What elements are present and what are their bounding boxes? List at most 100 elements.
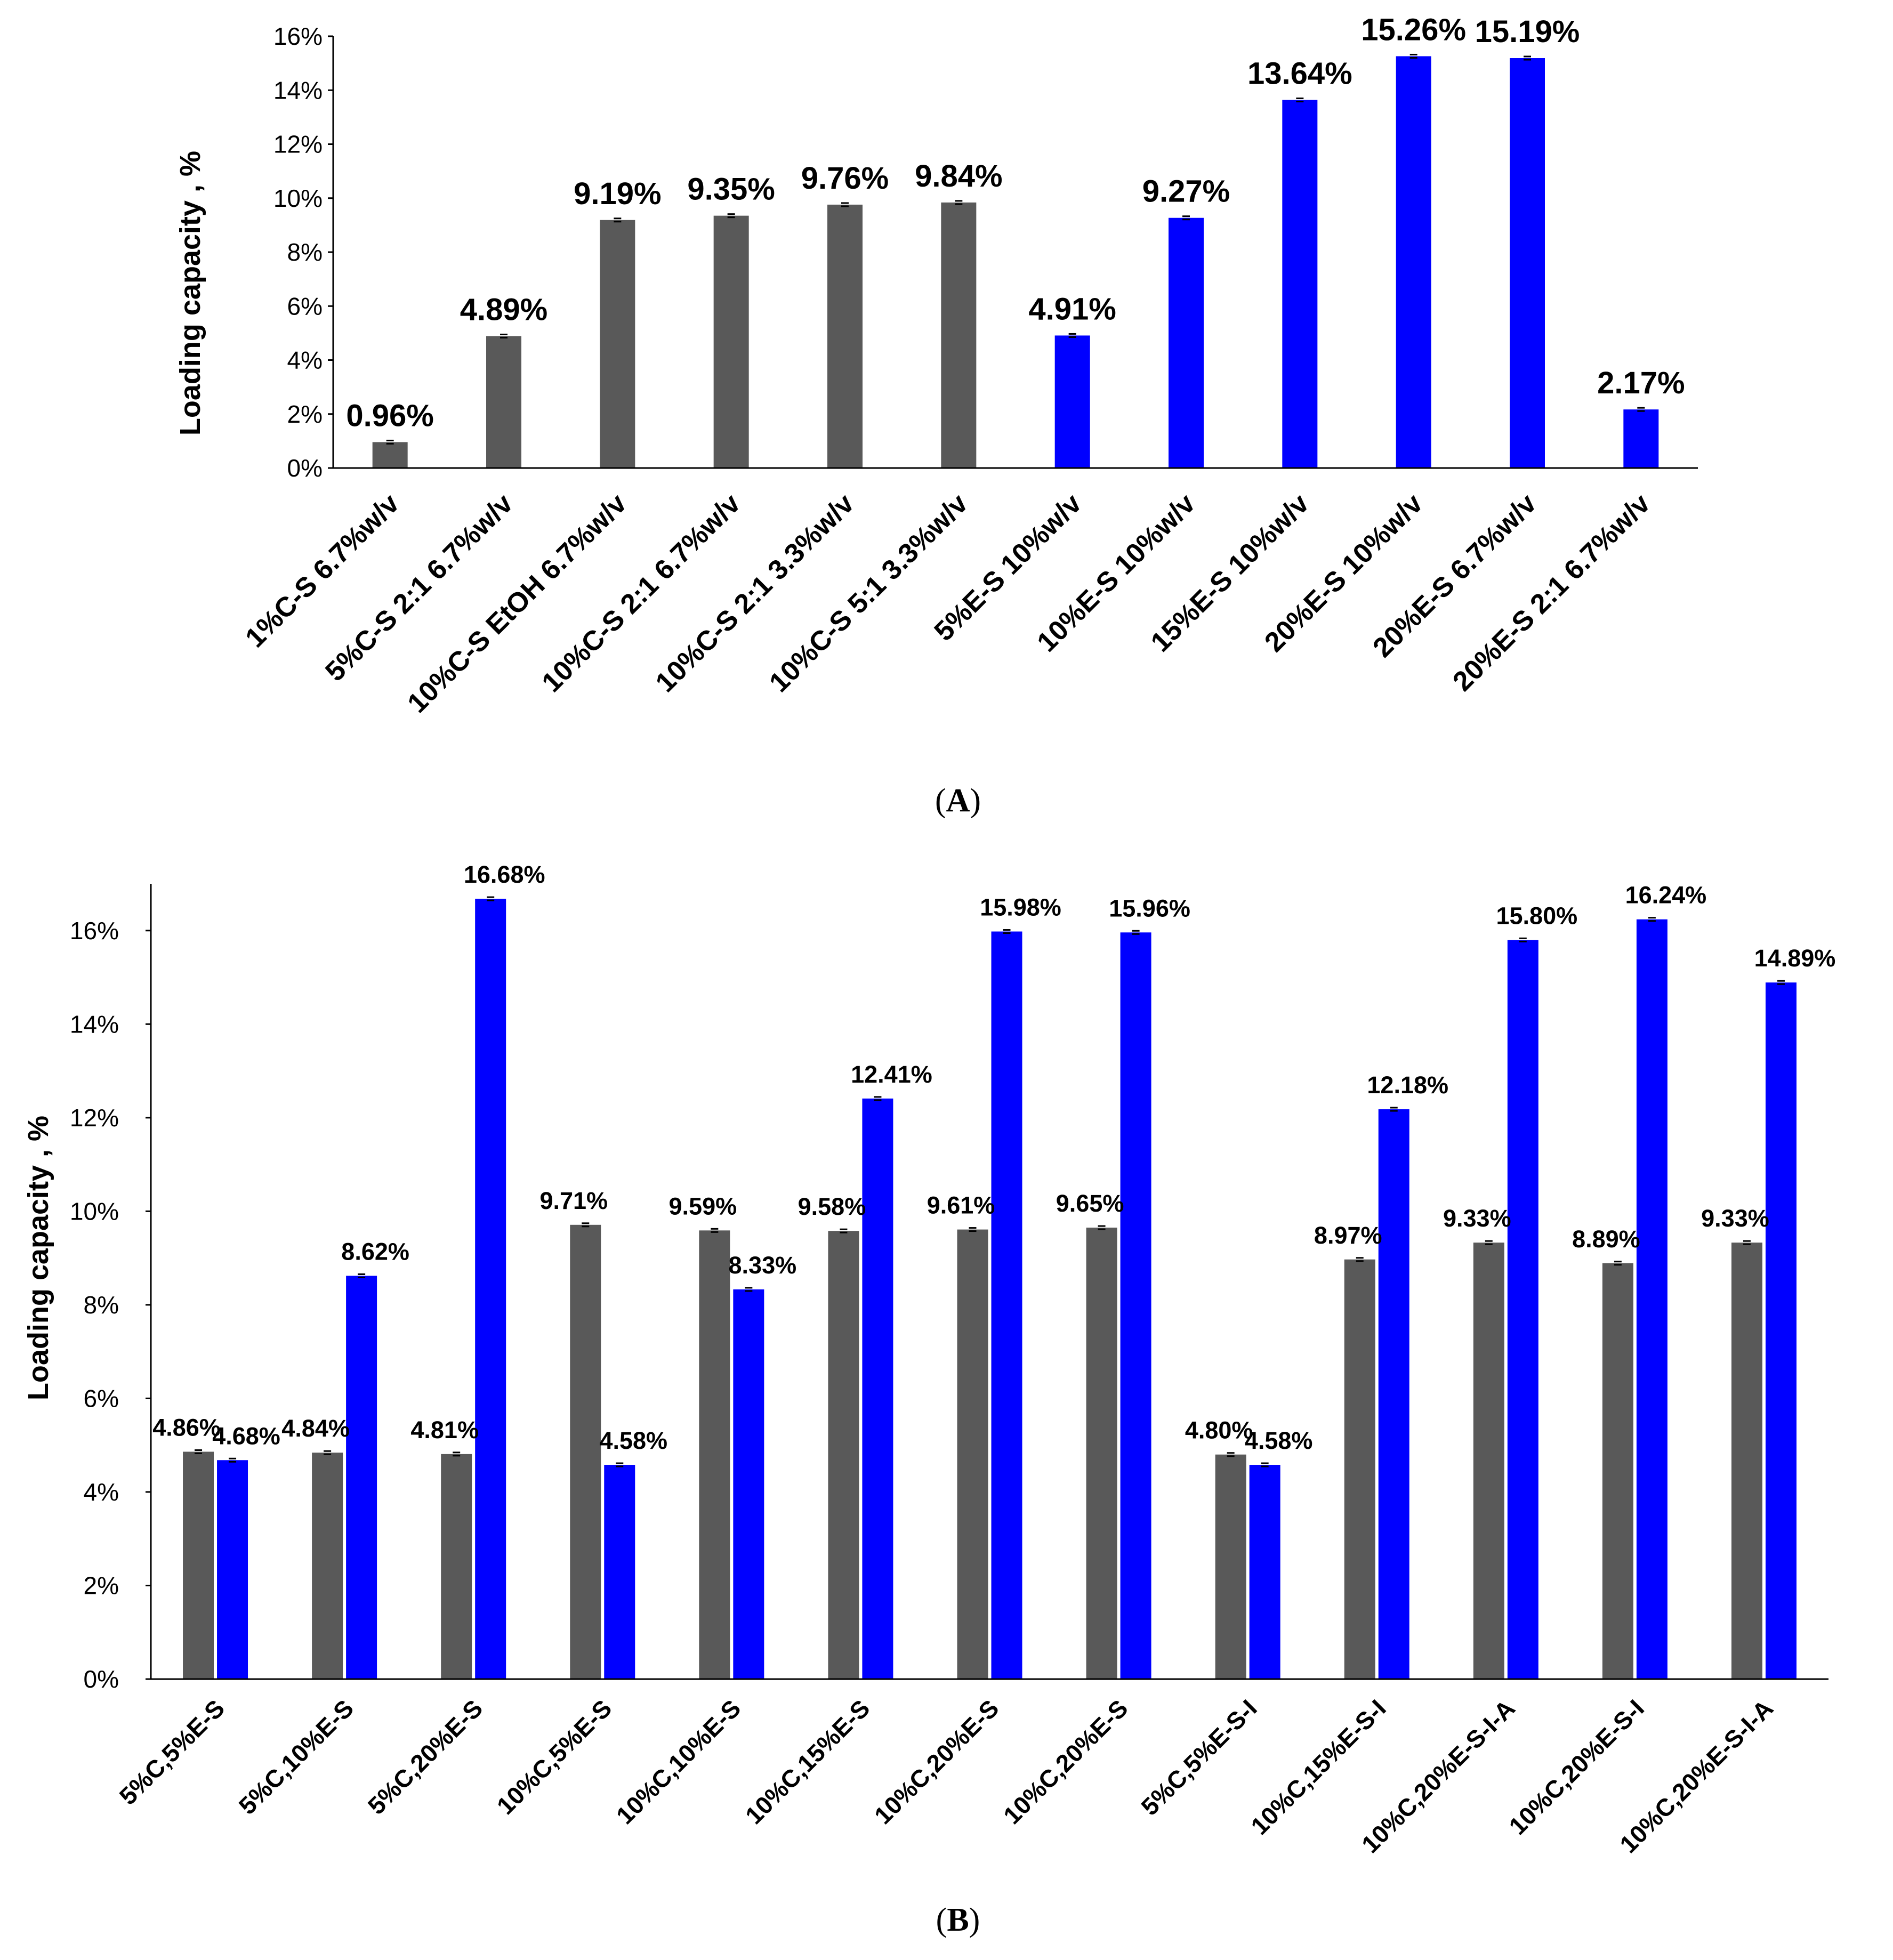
panel-label-a: (A) [935, 783, 981, 819]
bar-b-gray [183, 1451, 214, 1679]
x-tick-label-b: 10%C,20%E-S-I [1503, 1694, 1649, 1840]
y-tick-label-b: 12% [70, 1104, 119, 1132]
chart-b: Loading capacity , % 0% 2% 4% 6% 8% 10% 12% 14%… [22, 861, 1835, 1938]
y-tick-label-a: 12% [273, 131, 323, 158]
bar-b-gray [1215, 1454, 1246, 1679]
bars-b [183, 896, 1797, 1679]
bar-b-blue [1249, 1465, 1280, 1679]
y-tick-label-a: 0% [287, 454, 323, 482]
bar-a [827, 204, 863, 468]
x-tick-label-b: 10%C,10%E-S [611, 1694, 746, 1829]
y-tick-label-b: 10% [70, 1197, 119, 1225]
panel-label-b: (B) [936, 1902, 980, 1938]
data-label-b-gray: 9.33% [1443, 1205, 1511, 1232]
bar-b-gray [1731, 1243, 1762, 1679]
x-tick-label-b: 5%C,10%E-S [233, 1694, 359, 1820]
bar-b-blue [991, 931, 1022, 1679]
data-labels-a: 0.96% 4.89% 9.19% 9.35% 9.76% 9.84% 4.91% 9.27%… [346, 12, 1685, 433]
y-tick-label-b: 8% [84, 1291, 119, 1319]
data-label-b-blue: 16.68% [464, 861, 545, 888]
bar-b-blue [1765, 982, 1797, 1679]
data-label-a: 15.19% [1475, 14, 1580, 49]
data-label-a: 0.96% [346, 398, 433, 433]
bar-b-gray [441, 1454, 472, 1679]
x-tick-label-a: 20%E-S 2:1 6.7%w/v [1447, 488, 1656, 697]
bar-a [1169, 217, 1204, 468]
data-label-b-blue: 4.58% [1245, 1427, 1313, 1454]
data-label-b-blue: 15.98% [980, 894, 1061, 921]
y-ticks-a: 0% 2% 4% 6% 8% 10% 12% 14% 16% [273, 22, 333, 482]
x-tick-label-b: 10%C,15%E-S [740, 1694, 875, 1829]
bar-b-gray [957, 1229, 988, 1679]
data-label-a: 15.26% [1361, 12, 1466, 47]
x-tick-label-b: 5%C,5%E-S-I [1135, 1694, 1262, 1820]
bar-b-blue [604, 1465, 635, 1679]
data-label-b-gray: 8.97% [1314, 1222, 1382, 1249]
data-label-b-gray: 9.71% [539, 1187, 608, 1214]
data-label-b-blue: 15.80% [1496, 902, 1577, 929]
data-label-b-gray: 8.89% [1572, 1225, 1640, 1253]
data-label-a: 4.89% [460, 292, 547, 327]
y-tick-label-b: 0% [84, 1665, 119, 1693]
x-tick-label-a: 10%C-S 5:1 3.3%w/v [763, 488, 974, 698]
y-tick-label-a: 14% [273, 76, 323, 104]
y-tick-label-b: 4% [84, 1478, 119, 1506]
data-label-a: 9.19% [574, 176, 661, 211]
x-ticks-a: 1%C-S 6.7%w/v5%C-S 2:1 6.7%w/v10%C-S EtO… [239, 488, 1656, 719]
x-tick-label-a: 5%C-S 2:1 6.7%w/v [319, 488, 519, 687]
y-axis-label-b: Loading capacity , % [22, 1116, 54, 1400]
x-tick-label-b: 10%C,5%E-S [492, 1694, 617, 1820]
x-tick-label-b: 10%C,20%E-S [998, 1694, 1133, 1829]
y-tick-label-a: 16% [273, 22, 323, 50]
bar-a [713, 215, 749, 468]
bar-b-gray [1473, 1243, 1504, 1679]
data-label-a: 2.17% [1597, 366, 1685, 400]
y-tick-label-b: 2% [84, 1571, 119, 1599]
data-label-b-gray: 4.86% [152, 1414, 221, 1441]
data-label-a: 9.35% [687, 172, 775, 207]
bar-b-blue [475, 899, 506, 1679]
bar-a [941, 202, 977, 468]
y-tick-label-a: 2% [287, 400, 323, 428]
panel-letter-a: A [946, 783, 970, 819]
data-label-b-blue: 14.89% [1754, 945, 1836, 972]
y-tick-label-b: 14% [70, 1010, 119, 1038]
x-tick-label-b: 10%C,15%E-S-I [1245, 1694, 1391, 1840]
data-label-b-blue: 12.41% [851, 1061, 932, 1088]
data-label-a: 9.76% [801, 161, 889, 196]
data-label-b-blue: 16.24% [1625, 882, 1707, 909]
data-label-b-blue: 15.96% [1109, 894, 1190, 922]
bar-b-gray [312, 1453, 343, 1679]
bar-b-blue [1636, 919, 1668, 1679]
bar-a [1054, 335, 1090, 468]
data-label-a: 9.27% [1142, 174, 1230, 209]
bar-b-gray [699, 1230, 730, 1679]
x-tick-label-a: 10%C-S 2:1 6.7%w/v [536, 488, 747, 698]
data-label-a: 9.84% [915, 159, 1002, 193]
y-tick-label-b: 6% [84, 1384, 119, 1412]
bar-a [1282, 100, 1318, 469]
panel-letter-b: B [947, 1902, 969, 1938]
bar-b-blue [1507, 940, 1538, 1679]
data-label-b-gray: 4.80% [1185, 1417, 1253, 1444]
y-axis-label-a: Loading capacity , % [174, 151, 206, 435]
bar-a [372, 442, 408, 468]
data-label-b-gray: 9.65% [1056, 1190, 1124, 1217]
data-label-a: 13.64% [1247, 56, 1352, 91]
bar-b-gray [1602, 1263, 1633, 1679]
y-ticks-b: 0% 2% 4% 6% 8% 10% 12% 14% 16% [70, 917, 151, 1693]
data-label-b-blue: 4.58% [599, 1427, 667, 1454]
chart-a: Loading capacity , % 0% 2% 4% 6% 8% 10% 12% 14%… [174, 12, 1698, 819]
bar-b-blue [733, 1289, 764, 1679]
bars-a [372, 53, 1659, 469]
bar-b-blue [346, 1276, 377, 1679]
bar-a [1623, 409, 1659, 468]
y-tick-label-a: 4% [287, 346, 323, 374]
data-label-b-gray: 4.84% [281, 1415, 350, 1442]
x-tick-label-b: 5%C,20%E-S [363, 1694, 488, 1820]
data-label-a: 4.91% [1028, 292, 1116, 326]
bar-b-gray [1086, 1228, 1117, 1679]
data-label-b-gray: 9.58% [798, 1193, 866, 1220]
x-ticks-b: 5%C,5%E-S 5%C,10%E-S 5%C,20%E-S 10%C,5%E-S1… [114, 1694, 1778, 1858]
